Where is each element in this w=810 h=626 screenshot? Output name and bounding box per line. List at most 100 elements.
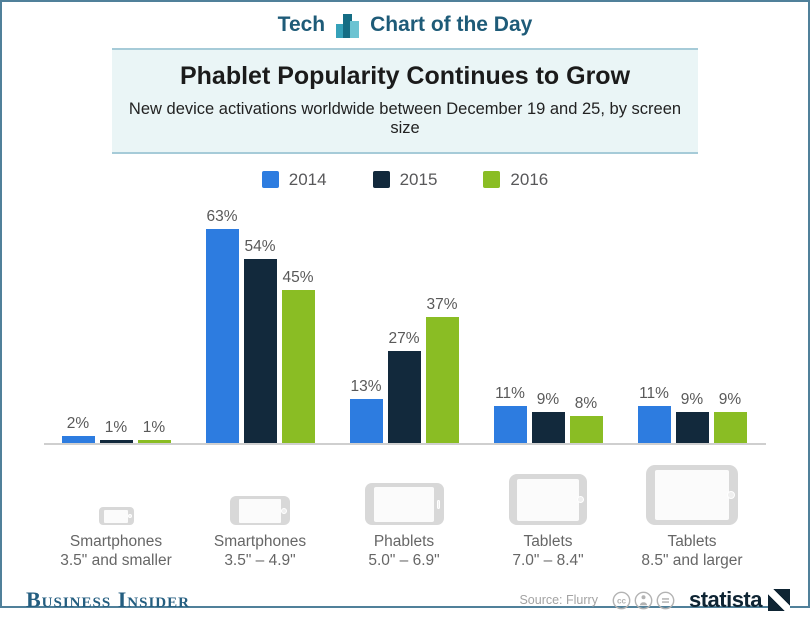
device-icon-holder — [364, 457, 444, 525]
title-box: Phablet Popularity Continues to Grow New… — [112, 48, 698, 154]
bar-groups: 2% 1% 1% 63% 54% 45% 13% 27% 37% 11% 9% 8% 11% 9% 9% — [44, 189, 766, 445]
bar-value-label: 9% — [680, 391, 704, 409]
bar-column: 45% — [281, 269, 315, 443]
legend: 2014 2015 2016 — [2, 170, 808, 189]
category-label-line2: 3.5" and smaller — [60, 552, 172, 570]
bar-column: 54% — [243, 238, 277, 443]
device-icon-holder — [509, 457, 587, 525]
device-button-shape — [436, 499, 440, 509]
category-label: Smartphones 3.5" and smaller — [60, 532, 171, 570]
chart-title: Phablet Popularity Continues to Grow — [179, 62, 631, 90]
footer: Business Insider Source: Flurry cc stati… — [2, 574, 808, 626]
category-label-line1: Tablets — [667, 533, 717, 550]
bar-2016 — [281, 290, 315, 443]
bar-2014 — [349, 398, 383, 443]
device-icon-holder — [646, 457, 738, 525]
statista-wordmark: statista — [688, 587, 763, 613]
cc-no-derivatives-icon — [656, 591, 675, 610]
device-screen-shape — [517, 478, 579, 521]
bar-value-label: 1% — [104, 418, 128, 436]
device-button-shape — [127, 514, 132, 518]
bar-column: 63% — [205, 208, 239, 443]
bar-group: 2% 1% 1% — [44, 415, 188, 443]
phablet-icon — [364, 483, 444, 525]
bar-column: 9% — [713, 391, 747, 443]
bar-column: 8% — [569, 394, 603, 443]
device-row: Smartphones 3.5" and smaller Smartphones 3.… — [44, 445, 766, 570]
bar-value-label: 9% — [536, 391, 560, 409]
category-label-line2: 7.0" – 8.4" — [512, 552, 584, 570]
bar-column: 1% — [137, 418, 171, 443]
legend-item-2015: 2015 — [372, 169, 438, 190]
bar-2015 — [243, 259, 277, 443]
bar-chart: 2% 1% 1% 63% 54% 45% 13% 27% 37% 11% 9% 8% 11% 9% 9% — [44, 189, 766, 445]
bar-column: 27% — [387, 330, 421, 443]
bar-column: 1% — [99, 418, 133, 443]
category-label: Smartphones 3.5" – 4.9" — [214, 532, 306, 570]
smartphone-small-icon — [98, 507, 134, 525]
bar-value-label: 54% — [244, 238, 276, 256]
bar-column: 9% — [675, 391, 709, 443]
bar-value-label: 37% — [426, 296, 458, 314]
device-screen-shape — [104, 509, 128, 523]
statista-logo-mark — [768, 589, 790, 612]
category-cell: Smartphones 3.5" and smaller — [44, 445, 188, 570]
bar-column: 2% — [61, 415, 95, 443]
legend-label: 2015 — [399, 169, 438, 189]
bar-column: 13% — [349, 377, 383, 443]
category-cell: Tablets 7.0" – 8.4" — [476, 445, 620, 570]
cc-icon: cc — [612, 591, 631, 610]
bar-column: 37% — [425, 296, 459, 443]
bar-value-label: 1% — [142, 418, 166, 436]
category-label: Tablets 7.0" – 8.4" — [512, 532, 583, 570]
category-label: Tablets 8.5" and larger — [641, 532, 742, 570]
bar-group: 13% 27% 37% — [332, 296, 476, 443]
bar-2014 — [493, 405, 527, 443]
category-label-line2: 8.5" and larger — [641, 552, 743, 570]
bar-2016 — [713, 412, 747, 443]
header-category-label: Tech — [277, 13, 326, 36]
bar-value-label: 27% — [388, 330, 420, 348]
bar-column: 11% — [637, 384, 671, 443]
device-button-shape — [281, 507, 287, 514]
category-cell: Smartphones 3.5" – 4.9" — [188, 445, 332, 570]
bar-value-label: 45% — [282, 269, 314, 286]
legend-swatch-2014 — [261, 171, 279, 188]
device-screen-shape — [374, 486, 434, 522]
bar-column: 11% — [493, 385, 527, 443]
bar-2016 — [569, 415, 603, 443]
bar-value-label: 13% — [350, 377, 382, 395]
device-screen-shape — [239, 498, 281, 523]
bar-value-label: 8% — [574, 394, 598, 412]
tablet-small-icon — [509, 474, 587, 525]
legend-label: 2014 — [288, 169, 327, 189]
bar-2015 — [531, 412, 565, 443]
bar-2016 — [425, 317, 459, 443]
device-button-shape — [727, 491, 735, 499]
header-title: Chart of the Day — [370, 13, 533, 36]
bar-column: 9% — [531, 391, 565, 443]
category-label-line2: 5.0" – 6.9" — [368, 552, 440, 570]
category-label-line1: Smartphones — [213, 533, 307, 550]
bar-2014 — [61, 436, 95, 443]
device-button-shape — [577, 496, 584, 503]
bar-chart-icon-bar — [336, 23, 346, 38]
bar-chart-icon-bar — [343, 13, 353, 38]
bar-2015 — [675, 412, 709, 443]
bar-group: 11% 9% 9% — [620, 385, 764, 443]
category-label: Phablets 5.0" – 6.9" — [368, 532, 439, 570]
device-icon-holder — [98, 457, 134, 525]
footer-right: Source: Flurry cc statista — [519, 587, 790, 613]
bar-group: 11% 9% 8% — [476, 385, 620, 443]
category-label-line1: Smartphones — [69, 533, 163, 550]
legend-swatch-2015 — [372, 171, 390, 188]
cc-license-icons: cc — [612, 591, 675, 610]
svg-text:cc: cc — [617, 596, 627, 605]
bar-value-label: 11% — [639, 384, 669, 402]
category-label-line1: Tablets — [523, 533, 573, 550]
statista-logo: statista — [689, 587, 790, 613]
bar-value-label: 9% — [718, 391, 742, 409]
publisher-logo: Business Insider — [26, 587, 190, 613]
tablet-large-icon — [646, 465, 738, 525]
category-cell: Tablets 8.5" and larger — [620, 445, 764, 570]
